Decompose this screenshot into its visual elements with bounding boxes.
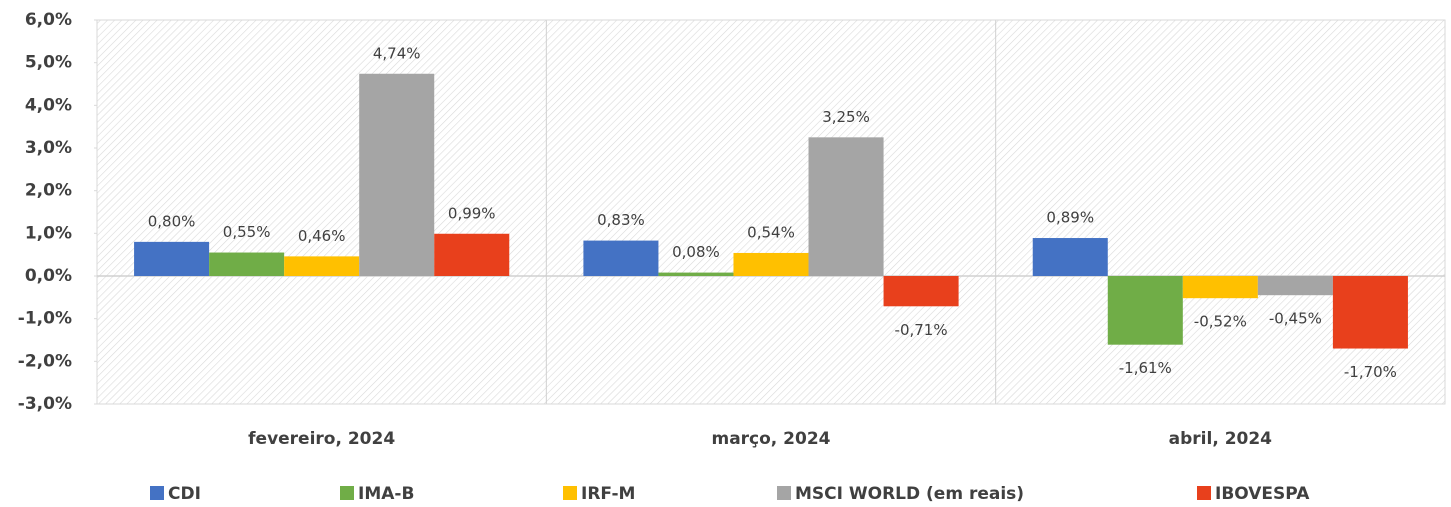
y-tick-label: -2,0% — [18, 351, 72, 371]
bar — [883, 276, 959, 307]
data-label: -1,70% — [1344, 363, 1397, 381]
data-label: 0,99% — [448, 204, 496, 222]
bar — [134, 241, 210, 276]
y-tick-label: -3,0% — [18, 394, 72, 414]
data-label: 0,54% — [747, 223, 795, 241]
data-label: 3,25% — [822, 108, 870, 126]
bar — [808, 137, 884, 276]
bar — [583, 240, 659, 276]
bar — [733, 252, 809, 276]
y-tick-label: 4,0% — [25, 95, 72, 115]
legend-label: CDI — [168, 484, 201, 504]
bar — [1107, 276, 1183, 345]
data-label: 0,89% — [1046, 209, 1094, 227]
y-tick-label: 3,0% — [25, 138, 72, 158]
legend-swatch — [340, 486, 354, 500]
data-label: 0,80% — [148, 212, 196, 230]
y-tick-label: 1,0% — [25, 223, 72, 243]
legend-swatch — [777, 486, 791, 500]
x-tick-label: março, 2024 — [711, 429, 830, 449]
x-tick-label: fevereiro, 2024 — [248, 429, 395, 449]
plot-border — [96, 19, 1446, 405]
bar — [284, 256, 360, 276]
bar — [359, 73, 435, 276]
y-tick-label: 6,0% — [25, 10, 72, 30]
legend-label: MSCI WORLD (em reais) — [795, 484, 1024, 504]
bar — [1257, 276, 1333, 296]
bar — [434, 233, 510, 276]
bar — [209, 252, 285, 276]
y-tick-label: -1,0% — [18, 309, 72, 329]
legend-swatch — [563, 486, 577, 500]
data-label: 0,08% — [672, 243, 720, 261]
data-label: -1,61% — [1119, 359, 1172, 377]
legend-swatch — [1197, 486, 1211, 500]
legend-label: IMA-B — [358, 484, 414, 504]
data-label: -0,45% — [1269, 310, 1322, 328]
data-label: -0,52% — [1194, 313, 1247, 331]
y-tick-label: 0,0% — [25, 266, 72, 286]
x-tick-label: abril, 2024 — [1169, 429, 1273, 449]
bar — [658, 272, 734, 276]
bar — [1332, 276, 1408, 349]
y-tick-label: 5,0% — [25, 53, 72, 73]
bar — [1182, 276, 1258, 299]
data-label: 0,46% — [298, 227, 346, 245]
data-label: 4,74% — [373, 44, 421, 62]
data-label: -0,71% — [895, 321, 948, 339]
bar — [1032, 238, 1108, 276]
legend-label: IRF-M — [581, 484, 635, 504]
legend-label: IBOVESPA — [1215, 484, 1310, 504]
data-label: 0,55% — [223, 223, 271, 241]
legend-swatch — [150, 486, 164, 500]
data-label: 0,83% — [597, 211, 645, 229]
y-tick-label: 2,0% — [25, 181, 72, 201]
plot-background — [97, 20, 1445, 404]
